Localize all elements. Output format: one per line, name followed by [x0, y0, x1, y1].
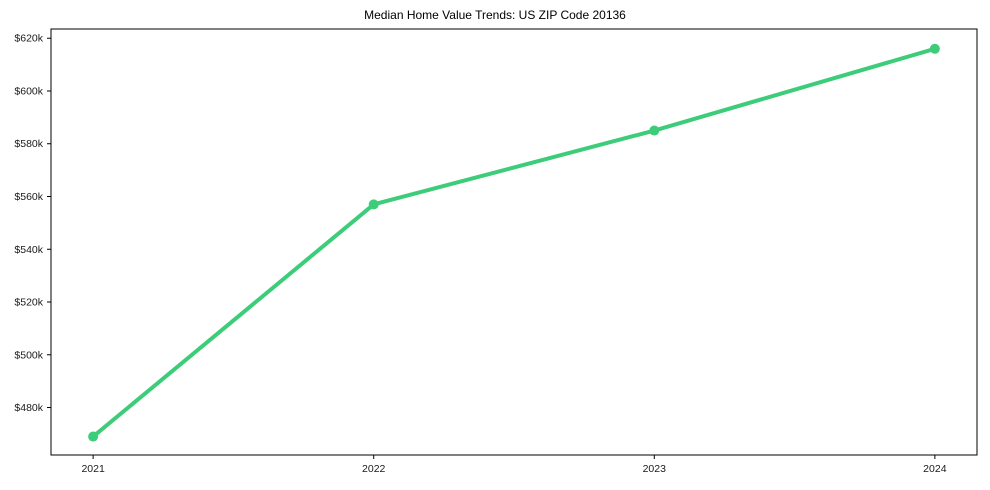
y-tick-label: $600k: [14, 85, 43, 97]
y-tick-label: $560k: [14, 191, 43, 203]
data-point-marker: [368, 199, 379, 210]
trend-line: [91, 46, 937, 439]
y-tick-label: $620k: [14, 33, 43, 45]
y-tick-label: $580k: [14, 138, 43, 150]
x-tick-label: 2022: [362, 463, 386, 475]
x-tick-label: 2024: [923, 463, 947, 475]
data-point-marker: [88, 431, 99, 442]
data-point-marker: [649, 125, 660, 136]
y-tick-label: $500k: [14, 349, 43, 361]
plot-border: [50, 28, 978, 456]
chart-title: Median Home Value Trends: US ZIP Code 20…: [364, 8, 626, 22]
data-point-marker: [929, 43, 940, 54]
y-tick-label: $540k: [14, 244, 43, 256]
y-tick-label: $480k: [14, 402, 43, 414]
x-tick-label: 2023: [643, 463, 667, 475]
x-tick-label: 2021: [81, 463, 105, 475]
y-tick-label: $520k: [14, 297, 43, 309]
